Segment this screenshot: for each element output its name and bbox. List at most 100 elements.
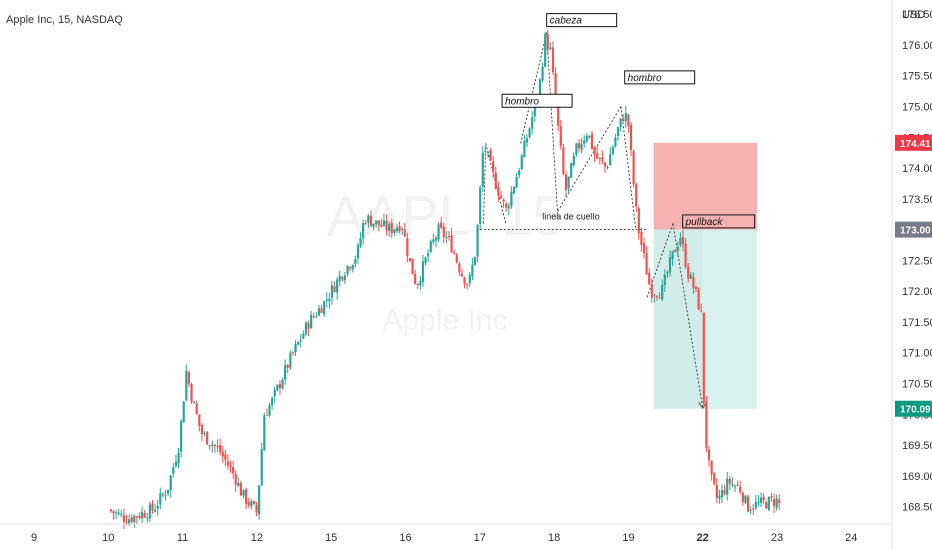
candle-down [135, 516, 139, 518]
candle-down [489, 149, 492, 161]
pattern-line [520, 32, 548, 144]
candle-down [603, 162, 607, 167]
candle-down [645, 253, 648, 275]
candle-up [653, 295, 656, 297]
candle-down [398, 225, 401, 232]
candle-down [640, 232, 643, 245]
candle-up [242, 489, 245, 496]
candle-up [203, 433, 206, 435]
candle-up [276, 384, 279, 391]
candle-down [593, 148, 596, 155]
time-tick-label: 9 [31, 532, 37, 544]
annotation-box [501, 93, 573, 108]
candle-up [180, 420, 183, 452]
candle-up [523, 141, 526, 157]
candle-down [278, 384, 282, 388]
position-zones [653, 142, 757, 409]
candle-down [208, 445, 211, 447]
candle-up [570, 163, 573, 178]
candle-up [757, 502, 760, 504]
candle-up [185, 370, 188, 401]
candle-up [359, 238, 362, 247]
candle-up [473, 257, 477, 265]
candle-up [304, 322, 308, 335]
candle-down [125, 522, 128, 524]
watermark-ticker: AAPL, 15 [327, 184, 564, 247]
candle-up [172, 467, 175, 475]
candle-down [224, 454, 227, 460]
candle-down [635, 184, 638, 207]
candle-down [687, 266, 690, 279]
currency-label: USD [902, 9, 925, 21]
candle-down [692, 276, 695, 288]
candle-up [401, 228, 404, 230]
candle-up [338, 275, 341, 281]
candle-down [239, 482, 243, 496]
candle-up [148, 504, 152, 519]
candle-up [733, 485, 737, 487]
candle-up [388, 224, 391, 231]
symbol-title[interactable]: Apple Inc, 15, NASDAQ [6, 14, 123, 26]
candle-up [177, 452, 180, 463]
candle-up [731, 484, 734, 486]
time-tick-label: 19 [622, 532, 634, 544]
candle-up [580, 143, 583, 150]
candle-up [330, 285, 334, 298]
candle-down [385, 220, 388, 231]
price-axis[interactable]: 168.50169.00169.50170.00170.50171.00171.… [891, 0, 932, 550]
candle-down [674, 249, 677, 253]
candle-up [297, 341, 300, 345]
annotation-label: pullback [685, 217, 724, 228]
candle-up [437, 224, 440, 240]
candle-up [141, 512, 144, 519]
candle-up [468, 274, 471, 284]
time-tick-label: 18 [548, 532, 560, 544]
candle-down [440, 222, 443, 228]
price-tick-label: 169.50 [902, 440, 932, 452]
candle-up [128, 519, 131, 524]
price-tick-label: 169.00 [902, 471, 932, 483]
candle-up [362, 223, 365, 239]
candle-down [715, 484, 718, 498]
candle-down [109, 509, 113, 512]
candle-up [258, 485, 261, 515]
candle-down [562, 147, 565, 175]
candle-up [432, 239, 435, 243]
candle-down [377, 220, 380, 226]
candle-up [744, 495, 747, 503]
candle-up [421, 261, 425, 282]
candle-down [369, 215, 373, 227]
candle-up [159, 493, 162, 505]
candle-up [323, 301, 326, 315]
candle-down [364, 223, 367, 225]
candle-up [284, 365, 287, 380]
candle-up [486, 151, 490, 153]
candle-up [484, 150, 487, 152]
candle-up [767, 496, 770, 510]
candle-up [367, 215, 370, 223]
annotation-box [546, 13, 618, 28]
candle-up [328, 298, 331, 302]
candle-down [658, 297, 661, 299]
candle-down [713, 473, 716, 484]
candle-up [759, 497, 763, 503]
candle-down [497, 187, 500, 196]
candle-down [122, 515, 126, 522]
candle-up [616, 127, 620, 136]
time-axis[interactable]: 9 10 11 12 15 16 17 18 19 22 23 24 [0, 523, 892, 544]
candle-up [538, 79, 542, 98]
candle-down [596, 153, 599, 159]
candle-down [590, 133, 594, 149]
candle-down [458, 263, 461, 273]
candle-up [343, 275, 347, 281]
candle-down [164, 494, 167, 496]
take-profit-zone-shade [653, 229, 702, 409]
candle-down [739, 486, 742, 493]
candle-down [447, 236, 451, 238]
candle-up [445, 236, 448, 238]
candle-down [414, 274, 417, 284]
candle-down [200, 425, 204, 435]
candle-down [601, 157, 604, 162]
candle-up [424, 257, 427, 264]
